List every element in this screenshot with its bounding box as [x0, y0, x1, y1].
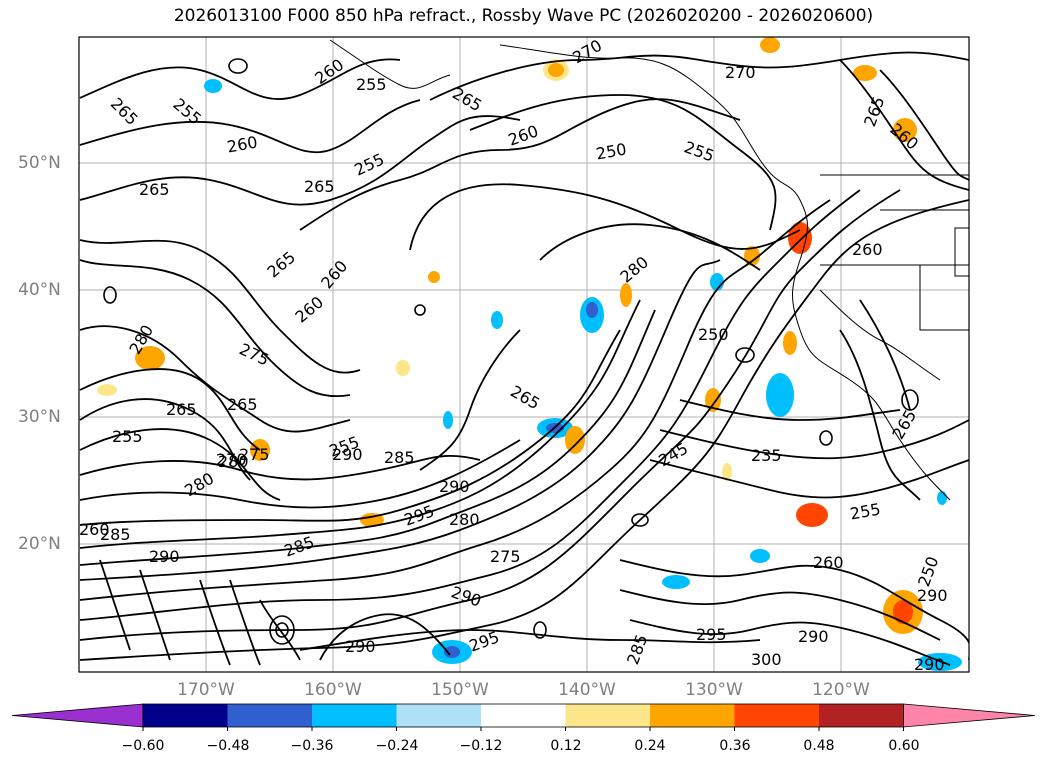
anomaly-blob — [620, 283, 632, 307]
lat-label-40n: 40°N — [18, 280, 61, 300]
colorbar — [11, 703, 1036, 731]
colorbar-tick: 0.24 — [634, 738, 666, 754]
anomaly-blob — [893, 600, 913, 624]
anomaly-blob — [744, 246, 760, 266]
colorbar-bin — [227, 704, 313, 727]
map-title: 2026013100 F000 850 hPa refract., Rossby… — [173, 6, 874, 26]
contour-label: 285 — [100, 525, 131, 544]
lon-label-170w: 170°W — [177, 680, 235, 700]
anomaly-blob — [565, 426, 585, 454]
contour-label: 280 — [449, 510, 480, 529]
anomaly-blob — [705, 388, 721, 412]
colorbar-tick: 0.36 — [719, 738, 751, 754]
anomaly-blob — [428, 271, 440, 283]
colorbar-bin — [143, 704, 228, 727]
lat-label-30n: 30°N — [18, 407, 61, 427]
colorbar-frame — [142, 703, 904, 728]
anomaly-blob — [722, 463, 732, 481]
contour-label: 285 — [384, 448, 415, 467]
colorbar-bin — [481, 704, 566, 727]
colorbar-tick: −0.60 — [121, 738, 165, 754]
lon-label-130w: 130°W — [685, 680, 743, 700]
contour-label: 290 — [345, 637, 376, 656]
colorbar-tick: −0.12 — [459, 738, 503, 754]
colorbar-bin — [565, 704, 651, 727]
anomaly-blob — [491, 311, 503, 329]
anomaly-blob — [204, 79, 222, 93]
closed-contours — [103, 58, 919, 645]
contour-label: 275 — [239, 445, 270, 464]
anomaly-blob — [760, 37, 780, 53]
coastline — [329, 39, 969, 501]
anomaly-blob — [396, 360, 410, 376]
colorbar-tick: 0.60 — [888, 738, 920, 754]
anomaly-blob — [548, 63, 564, 77]
colorbar-bin — [650, 704, 735, 727]
contour-label: 260 — [79, 520, 110, 539]
contour-label: 290 — [798, 627, 829, 646]
anomaly-blob — [444, 646, 460, 658]
contour-label: 280 — [218, 452, 249, 471]
graticule — [79, 37, 969, 672]
colorbar-tick: −0.24 — [375, 738, 419, 754]
contour-label: 275 — [490, 547, 521, 566]
contour-label: 265 — [139, 180, 170, 199]
anomaly-blob — [662, 575, 690, 589]
colorbar-bin — [312, 704, 397, 727]
lon-label-140w: 140°W — [558, 680, 616, 700]
contour-label: 255 — [356, 75, 387, 94]
map-frame — [78, 36, 970, 673]
lon-label-120w: 120°W — [812, 680, 870, 700]
anomaly-blob — [750, 549, 770, 563]
contour-label: 235 — [751, 446, 782, 465]
anomaly-blob — [766, 373, 794, 417]
anomaly-blob — [783, 331, 797, 355]
lat-label-50n: 50°N — [18, 153, 61, 173]
contour-label: 290 — [332, 445, 363, 464]
shaded-anomalies — [97, 37, 962, 671]
colorbar-tick: 0.12 — [550, 738, 582, 754]
contour-label: 270 — [725, 63, 756, 82]
contour-label: 290 — [917, 586, 948, 605]
contour-label: 260 — [813, 553, 844, 572]
lon-label-150w: 150°W — [431, 680, 489, 700]
anomaly-blob — [135, 346, 165, 370]
contour-label: 265 — [166, 400, 197, 419]
contour-label: 270 — [216, 450, 247, 469]
lat-label-20n: 20°N — [18, 534, 61, 554]
contour-label: 260 — [852, 240, 883, 259]
contour-label: 255 — [112, 427, 143, 446]
colorbar-tick: −0.36 — [290, 738, 334, 754]
contour-label: 290 — [439, 477, 470, 496]
contour-label: 265 — [227, 395, 258, 414]
contour-label: 300 — [751, 650, 782, 669]
colorbar-extend-max — [903, 703, 1036, 728]
contour-label: 250 — [698, 325, 729, 344]
contour-label: 290 — [914, 655, 945, 674]
contour-label: 295 — [696, 625, 727, 644]
lon-label-160w: 160°W — [304, 680, 362, 700]
anomaly-blob — [853, 65, 877, 81]
contour-lines — [79, 51, 969, 666]
colorbar-bin — [819, 704, 904, 727]
contour-label: 290 — [149, 547, 180, 566]
colorbar-bin — [734, 704, 820, 727]
anomaly-blob — [937, 491, 947, 505]
anomaly-blob — [97, 384, 117, 396]
anomaly-blob — [586, 302, 598, 318]
contour-label: 265 — [304, 177, 335, 196]
colorbar-tick: −0.48 — [206, 738, 250, 754]
colorbar-tick: 0.48 — [803, 738, 835, 754]
colorbar-extend-min — [11, 703, 144, 728]
anomaly-blob — [796, 503, 828, 527]
anomaly-blob — [443, 411, 453, 429]
colorbar-bin — [396, 704, 482, 727]
anomaly-blob — [893, 118, 917, 142]
